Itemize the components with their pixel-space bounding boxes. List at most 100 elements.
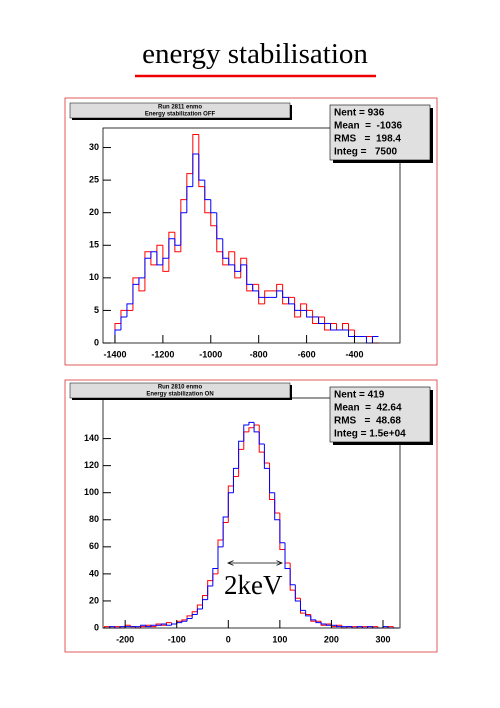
y-tick-label: 40 [89, 568, 99, 578]
histogram-bin [204, 180, 211, 201]
histogram-bin [180, 212, 187, 246]
histogram-bin [180, 199, 187, 252]
histogram-bin [240, 257, 247, 278]
histogram-bin [320, 622, 327, 625]
histogram-bin [330, 323, 337, 331]
title-box-text: Energy stabilization OFF [145, 112, 216, 118]
histogram-bin [150, 251, 157, 266]
histogram-bin [138, 277, 145, 285]
histogram-bin [176, 622, 182, 624]
title-box-text: Run 2811 enmo [158, 105, 202, 111]
histogram-bin [198, 134, 205, 188]
histogram-bin [232, 467, 239, 493]
histogram-bin [212, 573, 218, 581]
y-tick-label: 30 [89, 142, 99, 152]
stats-line: Mean = 42.64 [334, 403, 402, 414]
histogram-bin [269, 468, 275, 494]
histogram-bin [299, 600, 306, 611]
annotation: 2keV [224, 570, 283, 600]
histogram-bin [253, 422, 260, 433]
histogram-bin [144, 251, 151, 291]
histogram-bin [196, 604, 203, 612]
plot-frame [102, 127, 401, 344]
histogram-bin [240, 264, 247, 272]
title-box-text: Run 2810 enmo [158, 385, 203, 391]
histogram-bin [252, 283, 259, 291]
histogram-bin [353, 329, 361, 337]
stats-line: RMS = 198.4 [334, 134, 401, 145]
histogram-bin [263, 452, 270, 464]
histogram-bin [120, 316, 127, 330]
histogram-bin [258, 284, 265, 305]
y-tick-label: 20 [89, 595, 99, 605]
histogram-bin [276, 283, 283, 291]
histogram-bin [294, 590, 301, 599]
page-title: energy stabilisation [142, 38, 368, 70]
histogram-bin [207, 585, 213, 600]
histogram-bin [274, 499, 280, 514]
histogram-bin [222, 516, 229, 547]
x-tick-label: -1200 [151, 349, 174, 359]
y-tick-label: 5 [94, 305, 99, 315]
x-tick-label: -1400 [103, 349, 126, 359]
stats-line: RMS = 48.68 [334, 416, 401, 427]
histogram-bin [174, 238, 181, 246]
histogram-bin [252, 284, 259, 292]
histogram-bin [186, 618, 193, 622]
histogram-bin [138, 277, 145, 292]
histogram-bin [171, 623, 177, 626]
histogram-bin [227, 492, 234, 518]
x-tick-label: 200 [324, 634, 339, 644]
x-tick-label: 0 [226, 634, 231, 644]
histogram-bin [246, 258, 253, 292]
histogram-bin [210, 199, 217, 214]
panel-frame [64, 379, 438, 653]
histogram-bin [156, 251, 163, 266]
y-tick-label: 140 [84, 433, 99, 443]
histogram-bin [324, 316, 331, 331]
histogram-bin [202, 595, 208, 605]
y-tick-label: 0 [94, 337, 99, 347]
stats-line: Nent = 936 [334, 108, 385, 119]
y-tick-label: 120 [84, 460, 99, 470]
histogram-bin [114, 322, 121, 343]
histogram-bin [336, 625, 342, 628]
histogram-bin [156, 244, 163, 265]
histogram-bin [258, 431, 265, 445]
y-tick-label: 0 [94, 622, 99, 632]
histogram-bin [119, 626, 126, 628]
histogram-bin [114, 329, 121, 343]
histogram-bin [246, 264, 253, 285]
histogram-bin [227, 485, 234, 523]
histogram-bin [243, 431, 249, 450]
histogram-bin [371, 336, 379, 344]
histogram-bin [198, 154, 205, 181]
histogram-bin [228, 258, 235, 266]
x-tick-label: -200 [116, 634, 134, 644]
histogram-bin [243, 424, 249, 442]
histogram-bin [238, 440, 244, 469]
histogram-bin [196, 608, 203, 615]
histogram-bin [216, 212, 223, 240]
histogram-bin [294, 584, 301, 602]
stats-line: Integ = 7500 [334, 147, 398, 158]
histogram-bin [248, 421, 255, 426]
histogram-bin [168, 238, 175, 259]
histogram-bin [210, 212, 217, 227]
histogram-bin [162, 257, 169, 265]
panel-frame [64, 97, 438, 366]
y-tick-label: 10 [89, 272, 99, 282]
histogram-bin [310, 615, 316, 621]
histogram-bin [132, 283, 139, 304]
histogram-bin [228, 251, 235, 265]
histogram-bin [294, 297, 301, 318]
histogram-bin [144, 257, 151, 278]
stats-box [329, 386, 431, 443]
histogram-bin [289, 568, 296, 586]
histogram-bin [279, 519, 286, 544]
histogram-bin [288, 296, 295, 304]
histogram-bin [140, 624, 146, 627]
histogram-bin [330, 322, 337, 330]
histogram-bin [192, 153, 199, 187]
histogram-bin [234, 264, 241, 272]
